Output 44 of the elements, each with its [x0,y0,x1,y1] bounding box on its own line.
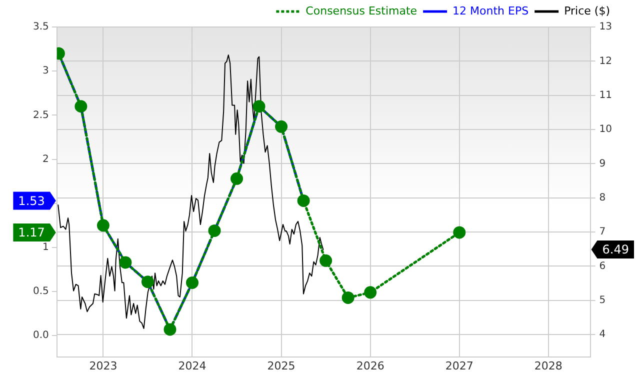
x-tick-label: 2024 [178,359,206,372]
point [141,276,154,288]
y2-tick-label: 6 [599,260,606,272]
x-tick-label: 2027 [445,359,474,372]
point [208,224,221,237]
y2-tick-label: 11 [599,90,612,101]
point [364,286,377,299]
point [453,226,466,239]
point [342,291,354,304]
y2-tick-label: 13 [599,22,612,33]
point [297,194,310,207]
y2-tick-label: 9 [599,158,606,170]
point [186,276,198,289]
y2-tick-label: 12 [599,56,612,67]
point [320,254,332,267]
x-tick-label: 2023 [89,359,118,372]
point [164,323,176,336]
text: 6.49 [602,242,629,257]
y-tick-label: 0.5 [32,286,49,298]
y-tick-label: 3 [42,66,49,77]
y2-tick-label: 7 [599,226,606,238]
point [74,100,88,113]
x-tick-label: 2028 [534,359,562,372]
legend-label: 12 Month EPS [452,4,529,18]
y-tick-label: 2 [42,154,49,165]
legend-label: Consensus Estimate [306,4,418,18]
point [230,172,244,185]
point [275,120,288,133]
y-tick-label: 2.5 [32,110,49,121]
point [96,219,110,232]
y-tick-label: 0.0 [32,330,49,342]
y2-tick-label: 10 [599,124,612,136]
point [252,100,266,113]
y-tick-label: 3.5 [32,22,49,33]
y2-tick-label: 5 [599,295,606,306]
legend-label: Price ($) [564,4,610,18]
text: 1.17 [18,226,45,240]
text: 1.53 [18,194,45,208]
x-tick-label: 2025 [267,359,296,372]
y2-tick-label: 4 [599,329,606,340]
y2-tick-label: 8 [599,192,606,204]
x-tick-label: 2026 [356,359,384,372]
y-tick-label: 1 [42,242,49,254]
point [119,256,132,269]
